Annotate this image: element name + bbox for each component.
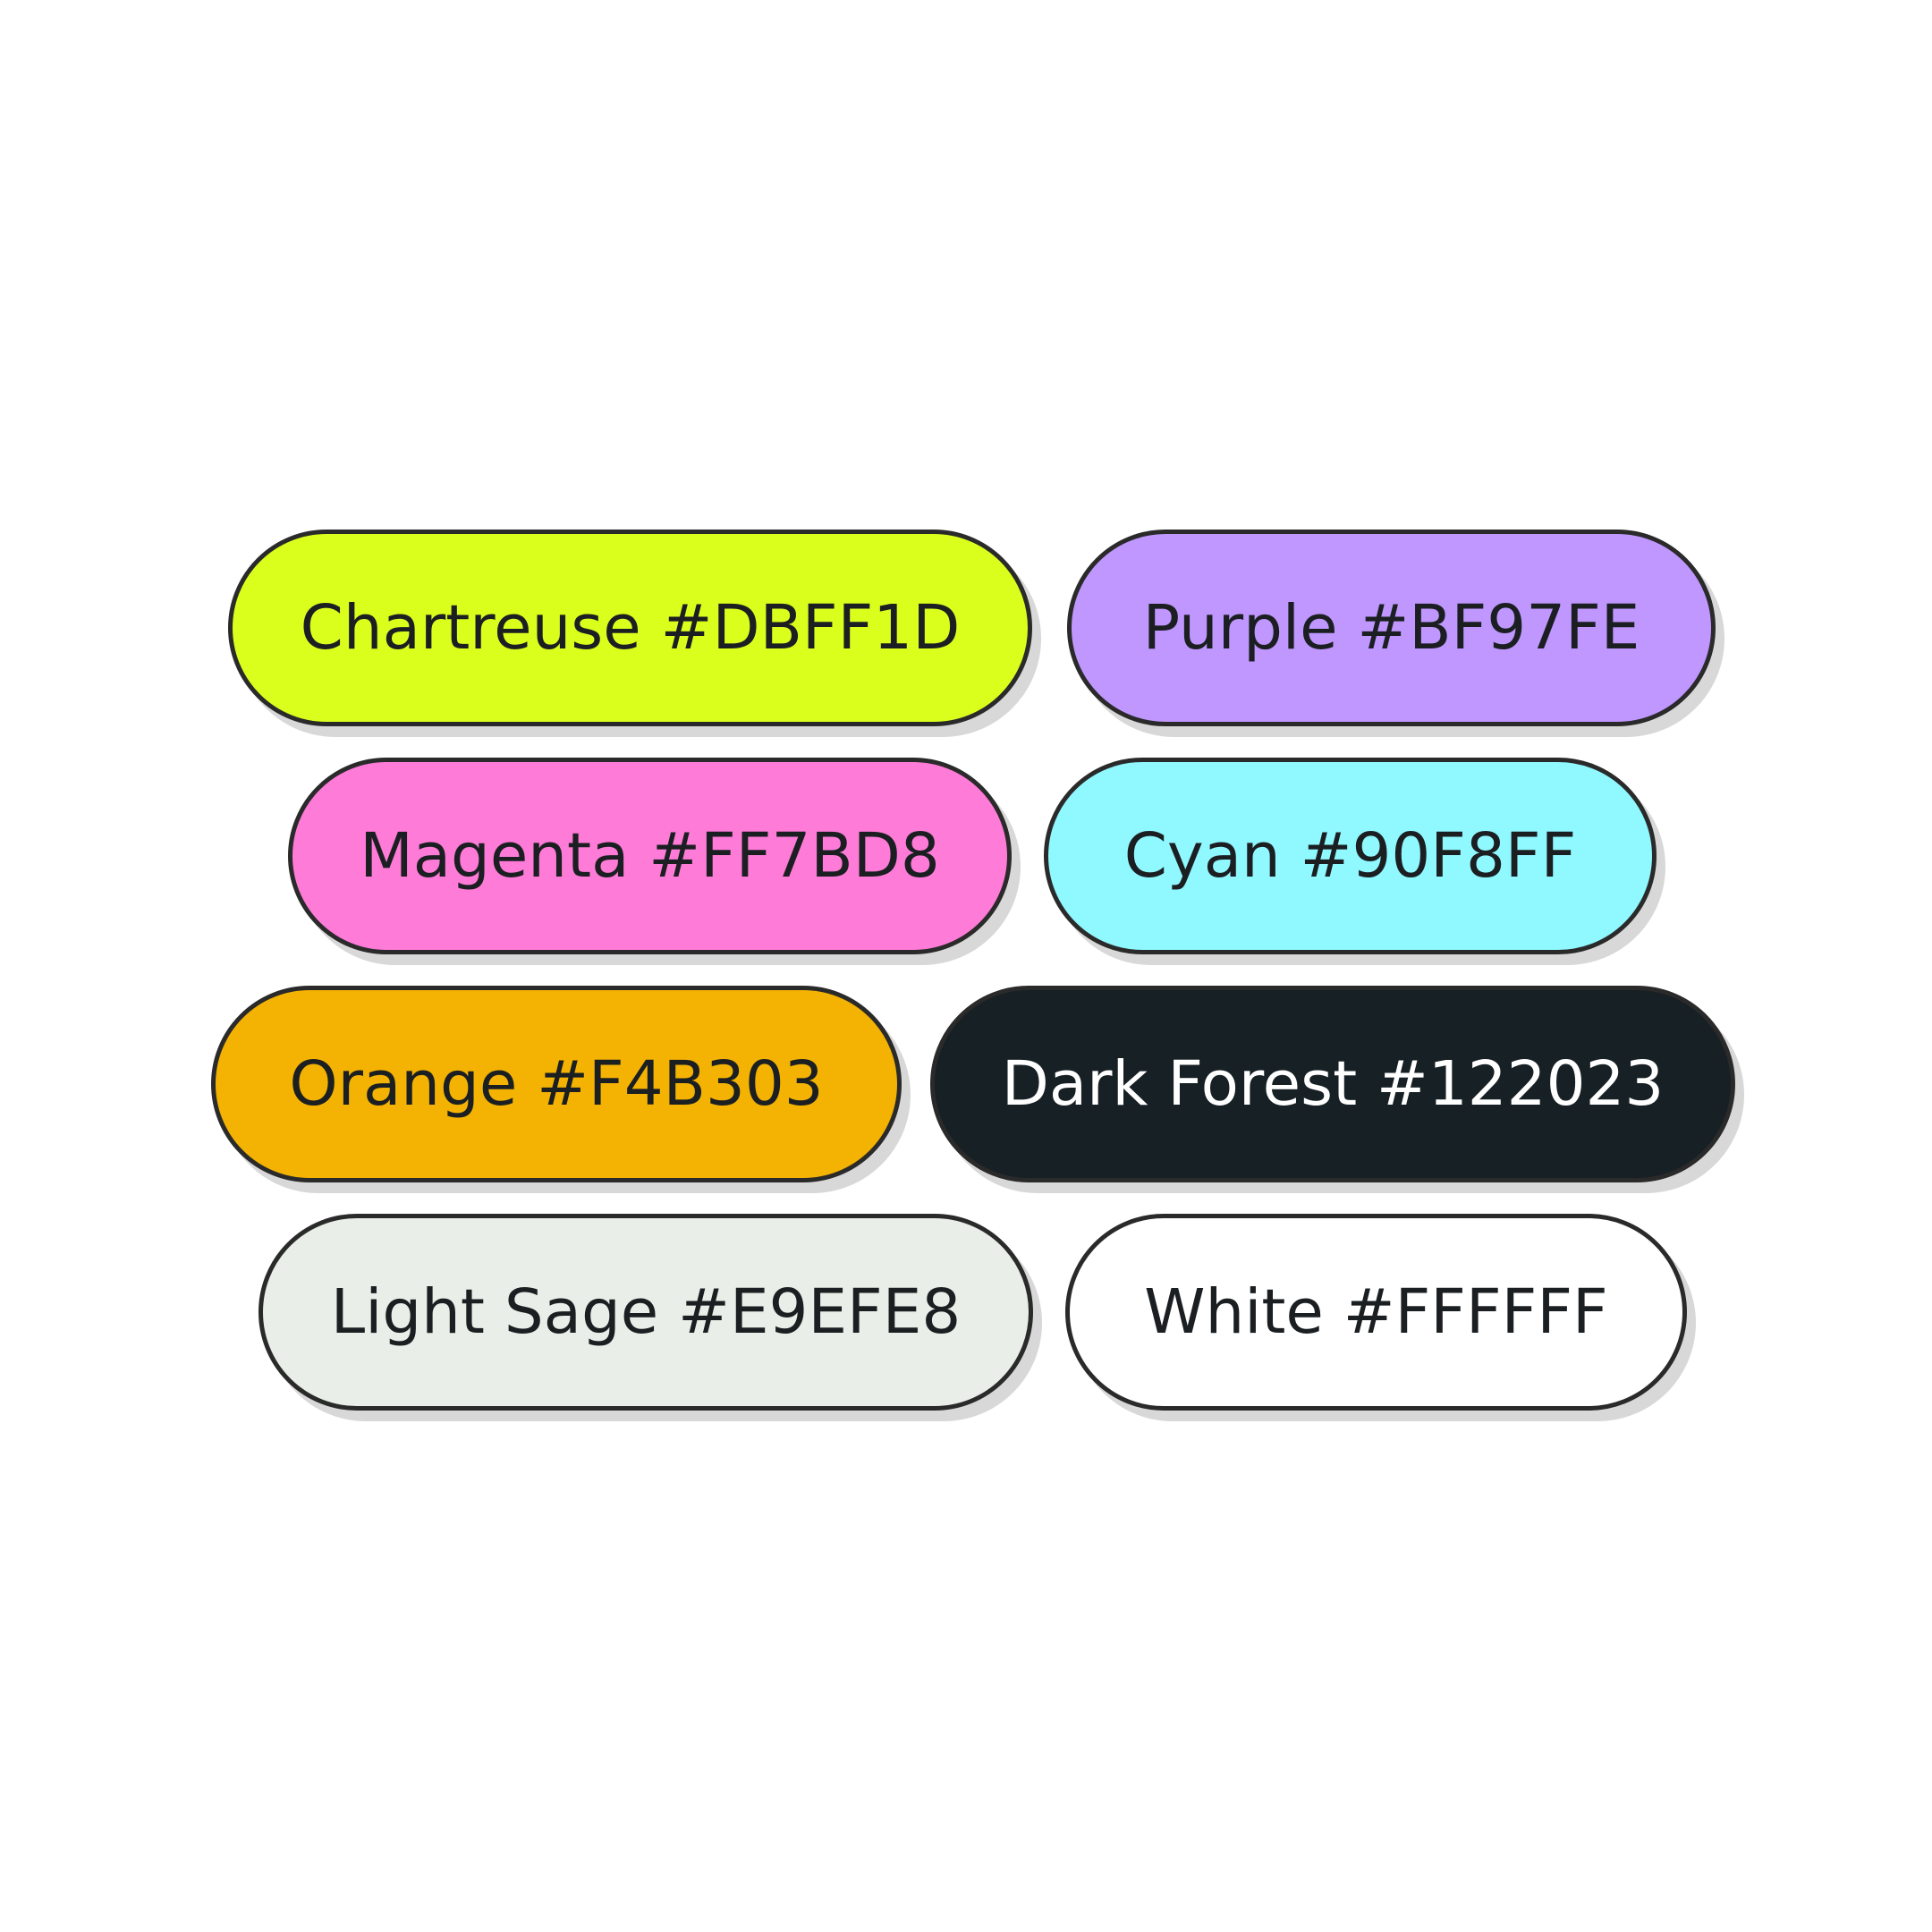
- swatch-label: Light Sage #E9EFE8: [330, 1276, 962, 1348]
- swatch-label: Dark Forest #122023: [1001, 1048, 1665, 1120]
- swatch-chartreuse: Chartreuse #DBFF1D: [228, 530, 1032, 726]
- swatch-dark-forest: Dark Forest #122023: [930, 986, 1735, 1182]
- swatch-label: Cyan #90F8FF: [1123, 820, 1577, 892]
- swatch-light-sage: Light Sage #E9EFE8: [258, 1214, 1033, 1411]
- swatch-label: Chartreuse #DBFF1D: [300, 592, 961, 664]
- swatch-label: White #FFFFFF: [1144, 1276, 1608, 1348]
- swatch-label: Magenta #FF7BD8: [360, 820, 940, 892]
- swatch-orange: Orange #F4B303: [211, 986, 902, 1182]
- swatch-white: White #FFFFFF: [1065, 1214, 1687, 1411]
- swatch-label: Purple #BF97FE: [1142, 592, 1640, 664]
- swatch-cyan: Cyan #90F8FF: [1044, 758, 1657, 954]
- swatch-label: Orange #F4B303: [289, 1048, 824, 1120]
- swatch-magenta: Magenta #FF7BD8: [288, 758, 1012, 954]
- swatch-purple: Purple #BF97FE: [1067, 530, 1716, 726]
